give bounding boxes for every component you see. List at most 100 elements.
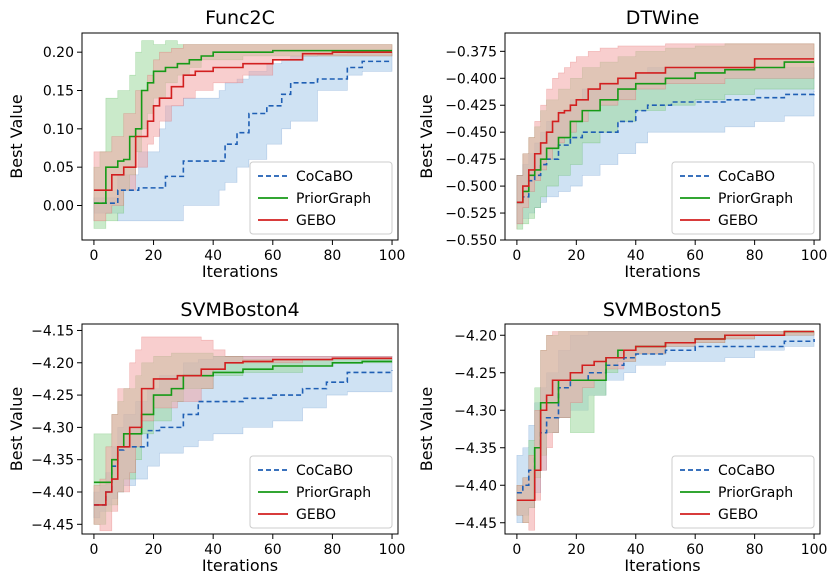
- series-line-cocabo: [93, 60, 393, 204]
- series-line-priorgraph: [516, 61, 815, 204]
- y-tick-label: −0.425: [445, 98, 497, 114]
- x-tick-label: 100: [801, 542, 828, 558]
- panel-func2c: Func2C 0 20 40 60 80 100 0.00 0.05 0.10 0.15 0.20 It…: [7, 7, 405, 281]
- legend: CoCaBO PriorGraph GEBO: [671, 455, 815, 529]
- series-line-gebo: [516, 58, 815, 204]
- legend-label-priorgraph: PriorGraph: [718, 191, 793, 207]
- y-tick-label: −0.475: [445, 152, 497, 168]
- panel-svmboston5: SVMBoston5 0 20 40 60 80 100 −4.45 −4.40 −4.35 −4.…: [417, 299, 827, 575]
- y-tick-label: −4.30: [454, 403, 497, 419]
- series-line-gebo: [93, 357, 393, 506]
- legend-label-priorgraph: PriorGraph: [296, 485, 371, 501]
- series-line-gebo: [93, 51, 393, 191]
- x-tick-label: 40: [204, 248, 222, 264]
- axes-frame: [504, 323, 821, 535]
- legend: CoCaBO PriorGraph GEBO: [249, 161, 393, 235]
- legend-label-gebo: GEBO: [296, 213, 336, 229]
- y-tick-label: −4.20: [454, 328, 497, 344]
- y-tick-label: 0.00: [43, 199, 74, 215]
- legend-label-gebo: GEBO: [718, 507, 758, 523]
- x-tick-label: 60: [264, 542, 282, 558]
- x-tick-label: 100: [379, 542, 406, 558]
- x-axis-label: Iterations: [202, 262, 278, 281]
- x-tick-label: 20: [145, 542, 163, 558]
- series-line-gebo: [516, 330, 815, 502]
- chart-title: Func2C: [205, 7, 275, 29]
- legend-box: [249, 161, 393, 235]
- y-tick-label: 0.20: [43, 45, 74, 61]
- x-tick-label: 0: [89, 542, 98, 558]
- y-tick-label: 0.10: [43, 122, 74, 138]
- x-axis-label: Iterations: [624, 556, 700, 575]
- y-tick-label: −0.525: [445, 206, 497, 222]
- panel-dtwine: DTWine 0 20 40 60 80 100 −0.550 −0.525 −0.500 −0.4…: [417, 7, 827, 281]
- y-tick-label: −0.400: [445, 71, 497, 87]
- y-axis-label: Best Value: [7, 94, 26, 178]
- y-tick-label: −4.35: [31, 453, 74, 469]
- series-line-cocabo: [516, 91, 815, 204]
- y-axis-label: Best Value: [417, 94, 436, 178]
- plot-area: [93, 336, 393, 532]
- band-gebo: [93, 336, 393, 532]
- x-tick-label: 0: [512, 542, 521, 558]
- axes-frame: [81, 323, 399, 535]
- legend-label-priorgraph: PriorGraph: [718, 485, 793, 501]
- legend-label-gebo: GEBO: [296, 507, 336, 523]
- y-tick-label: −4.40: [31, 485, 74, 501]
- y-tick-label: −4.35: [454, 441, 497, 457]
- y-tick-label: −4.45: [454, 516, 497, 532]
- y-tick-label: −0.500: [445, 179, 497, 195]
- plot-area: [93, 40, 393, 229]
- legend-box: [249, 455, 393, 529]
- x-tick-label: 60: [264, 248, 282, 264]
- legend-label-cocabo: CoCaBO: [296, 463, 353, 479]
- series-line-cocabo: [516, 339, 815, 494]
- x-tick-label: 20: [145, 248, 163, 264]
- x-axis-label: Iterations: [624, 262, 700, 281]
- legend-box: [671, 161, 815, 235]
- x-tick-label: 80: [746, 542, 764, 558]
- legend: CoCaBO PriorGraph GEBO: [249, 455, 393, 529]
- y-tick-label: −0.450: [445, 125, 497, 141]
- x-tick-label: 40: [204, 542, 222, 558]
- y-tick-label: −4.45: [31, 517, 74, 533]
- panel-svmboston4: SVMBoston4 0 20 40 60 80 100 −4.45 −4.40 −4.35 −4.…: [7, 299, 405, 575]
- y-tick-label: −4.30: [31, 420, 74, 436]
- x-tick-label: 80: [324, 542, 342, 558]
- x-tick-label: 80: [324, 248, 342, 264]
- y-tick-label: −0.375: [445, 44, 497, 60]
- series-line-priorgraph: [93, 49, 393, 204]
- y-tick-label: 0.15: [43, 84, 74, 100]
- x-tick-label: 0: [512, 248, 521, 264]
- legend-label-cocabo: CoCaBO: [718, 169, 775, 185]
- y-axis-label: Best Value: [417, 387, 436, 471]
- x-tick-label: 80: [746, 248, 764, 264]
- y-tick-label: −4.20: [31, 356, 74, 372]
- legend-label-gebo: GEBO: [718, 213, 758, 229]
- legend-label-cocabo: CoCaBO: [718, 463, 775, 479]
- y-axis-label: Best Value: [7, 387, 26, 471]
- legend-label-cocabo: CoCaBO: [296, 169, 353, 185]
- y-tick-label: 0.05: [43, 160, 74, 176]
- band-gebo: [516, 331, 815, 531]
- x-tick-label: 40: [627, 248, 645, 264]
- x-tick-label: 40: [627, 542, 645, 558]
- axes-frame: [81, 32, 399, 241]
- chart-title: DTWine: [626, 7, 700, 29]
- x-tick-label: 60: [686, 542, 704, 558]
- y-tick-label: −4.40: [454, 478, 497, 494]
- legend-label-priorgraph: PriorGraph: [296, 191, 371, 207]
- plot-area: [516, 330, 815, 531]
- series-line-cocabo: [93, 370, 393, 506]
- chart-title: SVMBoston5: [603, 299, 722, 321]
- x-tick-label: 20: [567, 542, 585, 558]
- x-tick-label: 60: [686, 248, 704, 264]
- y-tick-label: −4.25: [454, 366, 497, 382]
- legend-box: [671, 455, 815, 529]
- x-tick-label: 20: [567, 248, 585, 264]
- x-tick-label: 0: [89, 248, 98, 264]
- x-tick-label: 100: [379, 248, 406, 264]
- plot-area: [516, 43, 815, 230]
- band-cocabo: [93, 51, 393, 222]
